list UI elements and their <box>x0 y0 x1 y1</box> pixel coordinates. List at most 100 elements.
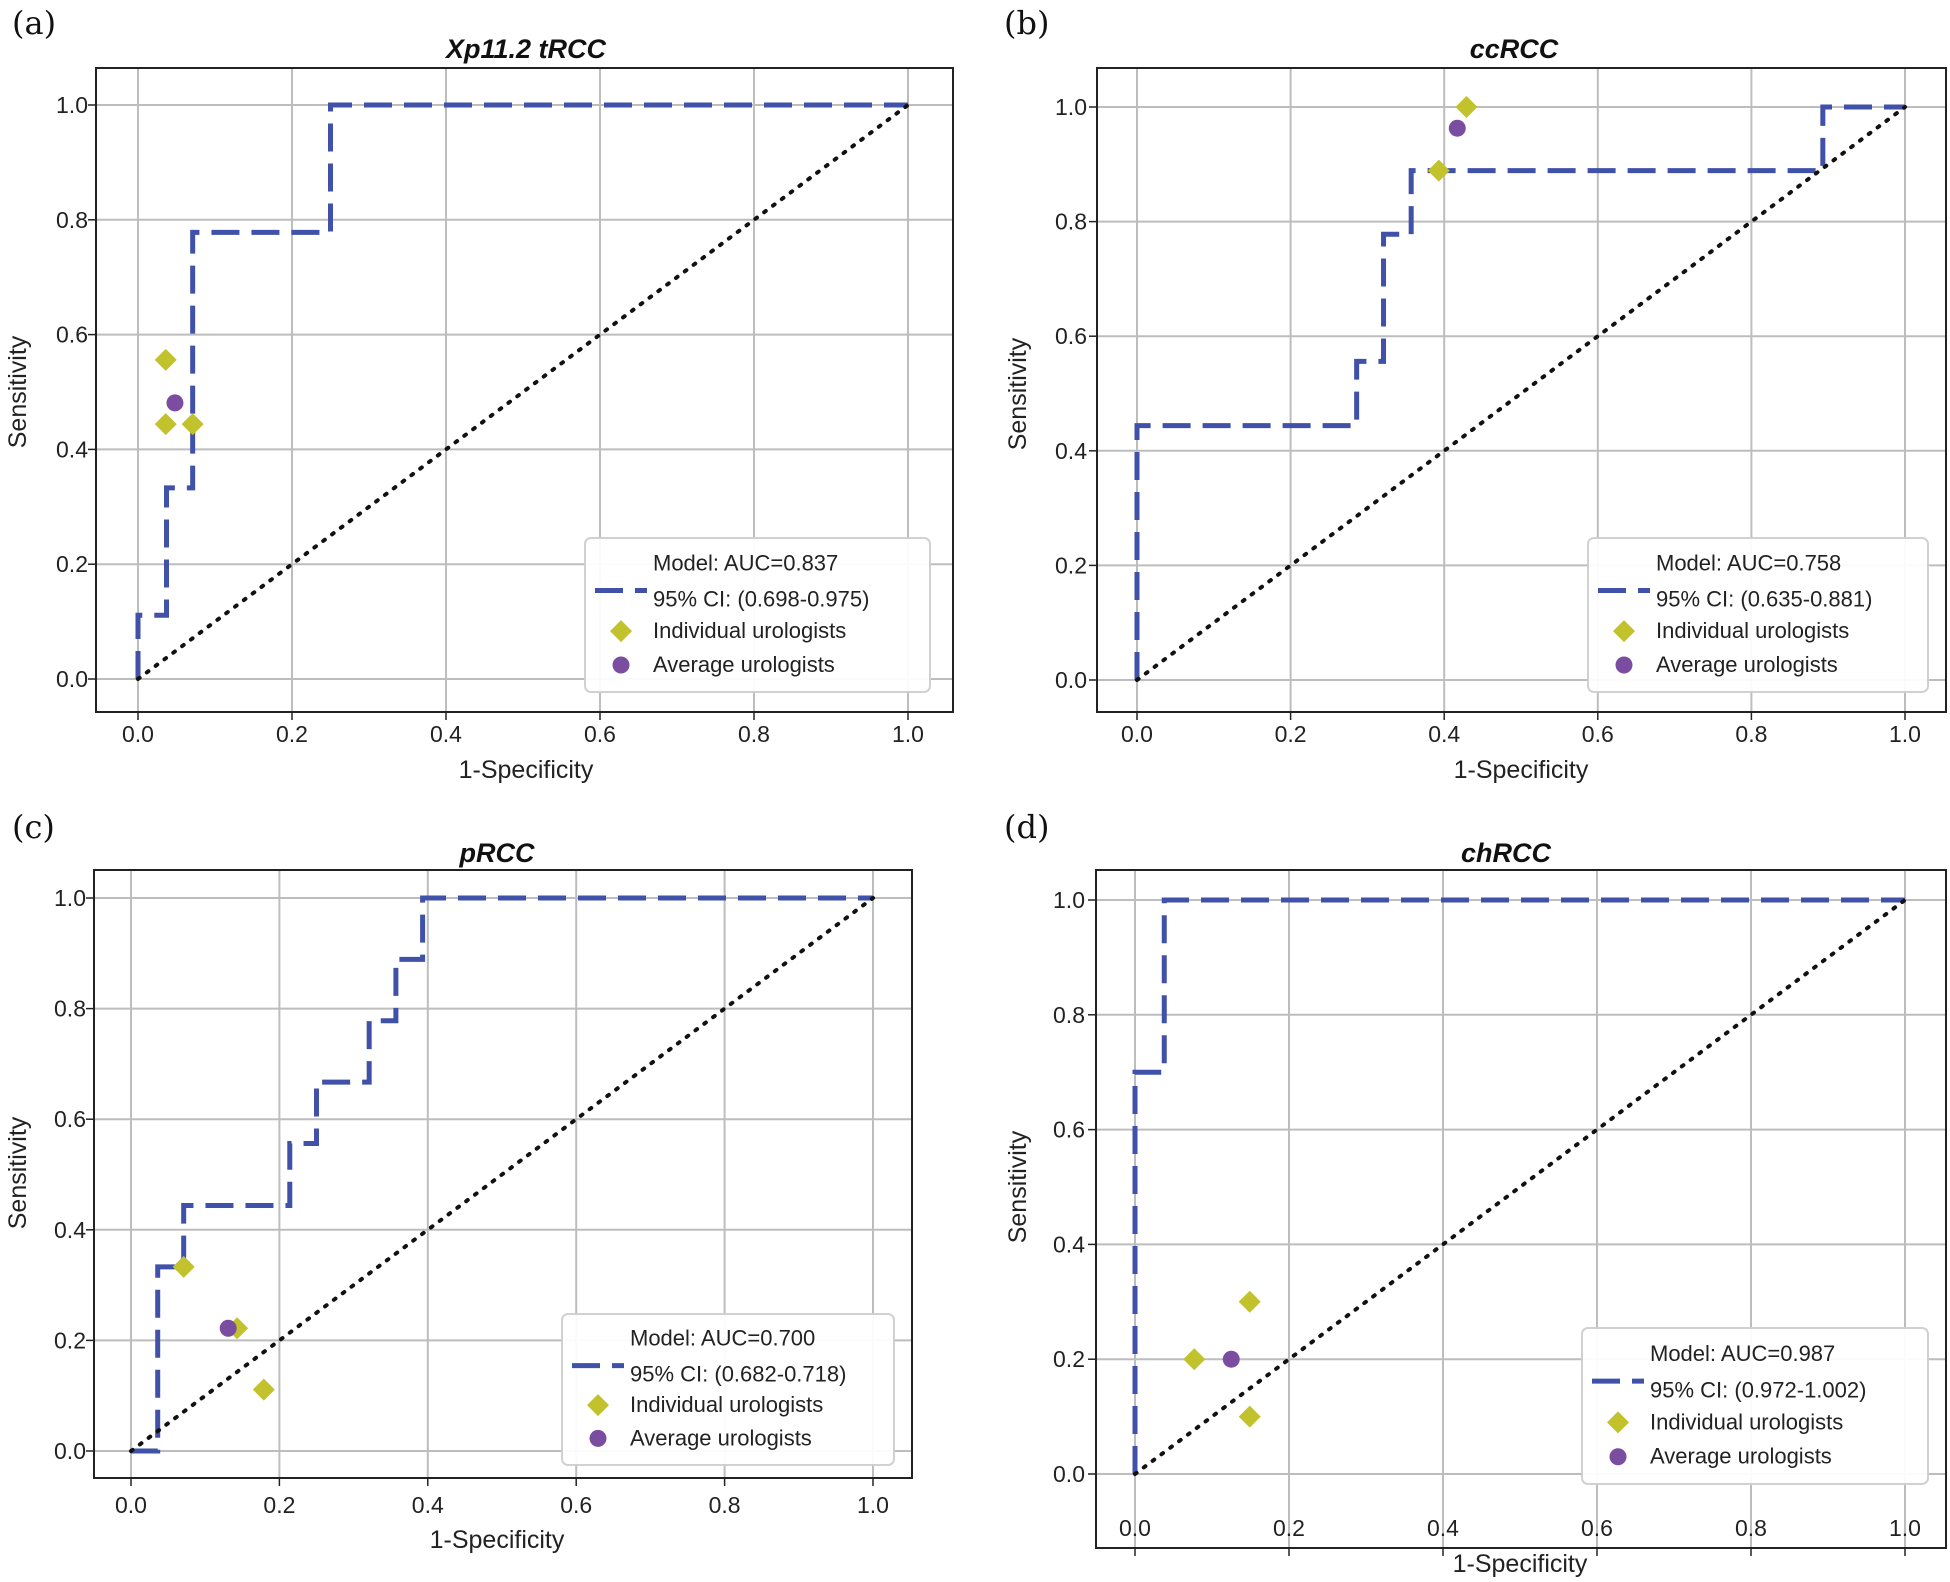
legend-model-auc: Model: AUC=0.987 <box>1650 1341 1835 1366</box>
x-tick-label: 0.6 <box>584 721 616 747</box>
y-tick-label: 0.0 <box>1053 1461 1085 1487</box>
legend-individual-label: Individual urologists <box>1656 618 1849 643</box>
y-tick-label: 1.0 <box>1053 887 1085 913</box>
x-axis-label: 1-Specificity <box>459 756 594 784</box>
y-tick-label: 0.4 <box>54 1217 86 1243</box>
average-urologist-point <box>166 394 184 412</box>
roc-panel-1: (b) ccRCC 0.0 0.2 0.4 0.6 0.8 1.0 0.0 0.2 0.4 0.6 0.… <box>1004 4 1947 784</box>
x-tick-label: 0.6 <box>1582 721 1614 747</box>
legend: Model: AUC=0.700 95% CI: (0.682-0.718) Ind… <box>561 1313 895 1466</box>
x-tick-label: 0.2 <box>1273 1515 1305 1541</box>
x-tick-label: 0.8 <box>1735 1515 1767 1541</box>
legend-box <box>561 1313 895 1466</box>
x-tick-label: 0.2 <box>276 721 308 747</box>
x-tick-label: 0.4 <box>1427 1515 1459 1541</box>
x-tick-label: 0.0 <box>1121 721 1153 747</box>
individual-urologist-point <box>172 1255 195 1278</box>
y-tick-label: 0.8 <box>1055 209 1087 235</box>
panel-label: (b) <box>1004 4 1049 42</box>
legend: Model: AUC=0.758 95% CI: (0.635-0.881) Ind… <box>1587 537 1929 693</box>
panel-label: (d) <box>1004 808 1049 846</box>
y-tick-label: 1.0 <box>56 92 88 118</box>
x-tick-label: 0.0 <box>1119 1515 1151 1541</box>
legend-box <box>584 537 931 693</box>
x-tick-label: 0.8 <box>738 721 770 747</box>
individual-urologist-point <box>1183 1348 1206 1371</box>
y-axis-label: Sensitivity <box>4 335 32 448</box>
legend-box <box>1581 1327 1929 1485</box>
model-roc-curve <box>1134 104 1905 680</box>
legend-individual-swatch <box>1607 1411 1629 1434</box>
y-tick-label: 0.6 <box>56 322 88 348</box>
y-tick-label: 0.0 <box>1055 667 1087 693</box>
average-urologist-point <box>1222 1350 1240 1368</box>
legend-box <box>1587 537 1929 693</box>
legend-model-auc: Model: AUC=0.700 <box>630 1326 815 1351</box>
individual-urologist-point <box>154 413 177 436</box>
y-axis-label: Sensitivity <box>1004 1130 1032 1243</box>
legend-average-label: Average urologists <box>653 652 835 677</box>
y-tick-label: 0.0 <box>54 1438 86 1464</box>
legend-individual-swatch <box>610 620 632 643</box>
y-tick-label: 0.8 <box>1053 1002 1085 1028</box>
legend-individual-label: Individual urologists <box>1650 1409 1843 1434</box>
x-tick-label: 0.0 <box>115 1492 147 1518</box>
legend-model-auc: Model: AUC=0.837 <box>653 550 838 575</box>
x-tick-label: 0.4 <box>1428 721 1460 747</box>
roc-panel-3: (d) chRCC 0.0 0.2 0.4 0.6 0.8 1.0 0.0 0.2 0.4 0.6 0.… <box>1004 808 1947 1578</box>
y-tick-label: 0.2 <box>54 1327 86 1353</box>
roc-panel-0: (a) Xp11.2 tRCC 0.0 0.2 0.4 0.6 0.8 1.0 0.0 0.2 0.… <box>4 4 954 784</box>
y-tick-label: 0.2 <box>1055 552 1087 578</box>
chart-title: ccRCC <box>1470 34 1559 64</box>
model-roc-curve <box>135 102 908 679</box>
panel-label: (a) <box>12 4 56 42</box>
model-roc-curve <box>131 895 873 1454</box>
x-axis-label: 1-Specificity <box>1453 1550 1588 1578</box>
legend-individual-label: Individual urologists <box>653 618 846 643</box>
panel-label: (c) <box>12 808 55 846</box>
legend-average-swatch <box>612 656 630 674</box>
y-tick-label: 0.4 <box>56 436 88 462</box>
individual-urologist-point <box>1238 1405 1261 1428</box>
legend-individual-swatch <box>587 1394 609 1417</box>
x-tick-label: 0.4 <box>430 721 462 747</box>
plot-frame <box>1095 869 1947 1549</box>
x-tick-label: 1.0 <box>857 1492 889 1518</box>
legend-model-auc: Model: AUC=0.758 <box>1656 550 1841 575</box>
legend-model-ci: 95% CI: (0.682-0.718) <box>630 1361 846 1386</box>
y-tick-label: 0.6 <box>1053 1117 1085 1143</box>
plot-frame <box>93 869 913 1479</box>
average-urologist-point <box>219 1319 237 1337</box>
y-tick-label: 0.2 <box>56 551 88 577</box>
legend-model-ci: 95% CI: (0.698-0.975) <box>653 587 869 612</box>
y-tick-label: 0.6 <box>1055 323 1087 349</box>
x-tick-label: 0.2 <box>1275 721 1307 747</box>
y-axis-label: Sensitivity <box>4 1116 32 1229</box>
y-tick-label: 0.4 <box>1055 438 1087 464</box>
x-axis-label: 1-Specificity <box>430 1526 565 1554</box>
individual-urologist-point <box>1455 96 1478 118</box>
chance-diagonal-line <box>129 896 875 1453</box>
roc-panel-2: (c) pRCC 0.0 0.2 0.4 0.6 0.8 1.0 0.0 0.2 0.4 0.6 0.8… <box>4 808 913 1554</box>
x-tick-label: 0.4 <box>412 1492 444 1518</box>
y-tick-label: 0.2 <box>1053 1346 1085 1372</box>
legend-model-ci: 95% CI: (0.635-0.881) <box>1656 587 1872 612</box>
average-urologist-point <box>1448 119 1466 137</box>
x-tick-label: 1.0 <box>1889 721 1921 747</box>
legend: Model: AUC=0.987 95% CI: (0.972-1.002) Ind… <box>1581 1327 1929 1485</box>
individual-urologist-point <box>1238 1290 1261 1313</box>
legend-average-label: Average urologists <box>1650 1444 1832 1469</box>
legend-average-label: Average urologists <box>1656 652 1838 677</box>
y-axis-label: Sensitivity <box>1004 337 1032 450</box>
x-tick-label: 0.8 <box>1735 721 1767 747</box>
legend-average-swatch <box>589 1429 607 1447</box>
x-tick-label: 0.0 <box>122 721 154 747</box>
y-tick-label: 0.8 <box>56 207 88 233</box>
individual-urologist-point <box>181 413 204 436</box>
x-tick-label: 0.8 <box>709 1492 741 1518</box>
plot-frame <box>1096 67 1947 713</box>
y-tick-label: 0.8 <box>54 996 86 1022</box>
chart-title: pRCC <box>459 838 535 868</box>
x-axis-label: 1-Specificity <box>1454 756 1589 784</box>
